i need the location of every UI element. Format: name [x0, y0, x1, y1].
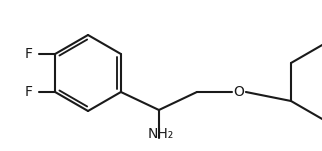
Text: O: O: [233, 85, 244, 99]
Text: F: F: [25, 85, 33, 99]
Text: NH₂: NH₂: [148, 127, 174, 141]
Text: F: F: [25, 47, 33, 61]
